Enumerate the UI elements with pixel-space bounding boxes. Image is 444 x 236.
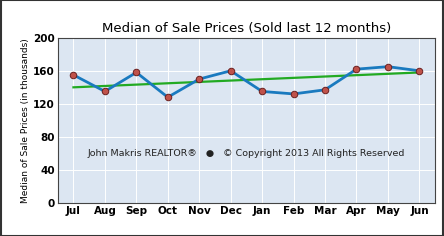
Point <box>353 67 360 71</box>
Point <box>321 88 329 92</box>
Title: Median of Sale Prices (Sold last 12 months): Median of Sale Prices (Sold last 12 mont… <box>102 22 391 35</box>
Point <box>133 71 140 74</box>
Point <box>227 69 234 73</box>
Point <box>290 92 297 96</box>
Text: John Makris REALTOR®   ●   © Copyright 2013 All Rights Reserved: John Makris REALTOR® ● © Copyright 2013 … <box>88 149 405 158</box>
Point <box>416 69 423 73</box>
Point <box>385 65 392 69</box>
Point <box>164 95 171 99</box>
Point <box>196 77 203 81</box>
Point <box>101 89 108 93</box>
Point <box>70 73 77 77</box>
Point <box>258 89 266 93</box>
Y-axis label: Median of Sale Prices (in thousands): Median of Sale Prices (in thousands) <box>21 38 31 203</box>
